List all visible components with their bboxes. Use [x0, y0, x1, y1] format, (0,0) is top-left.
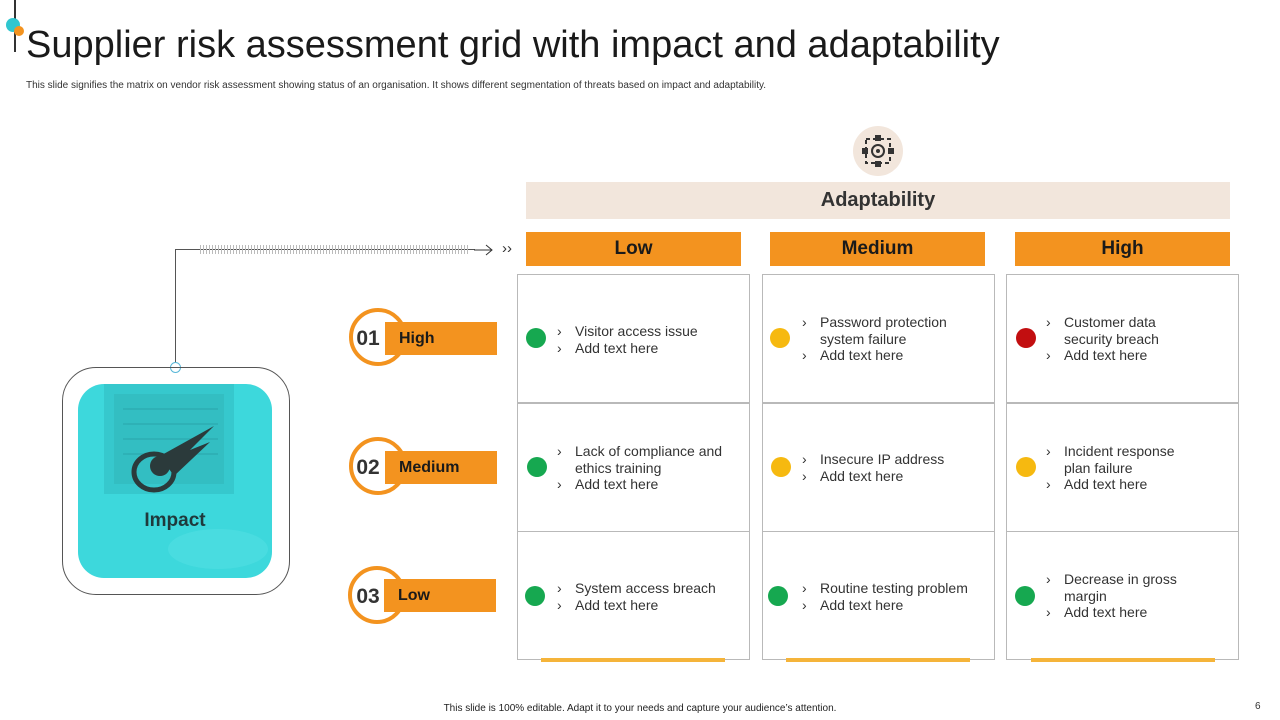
cell-items: Decrease in gross margin Add text here	[1046, 571, 1196, 621]
impact-label: Impact	[144, 510, 206, 531]
cell-item: Password protection system failure	[802, 314, 987, 347]
cell-item: Add text here	[802, 468, 987, 485]
cell-underline	[786, 658, 970, 662]
footer-note: This slide is 100% editable. Adapt it to…	[443, 703, 837, 714]
cell-item: Add text here	[1046, 476, 1196, 493]
network-settings-icon	[853, 126, 903, 176]
cell-item: Incident response plan failure	[1046, 443, 1196, 476]
cell-item: Decrease in gross margin	[1046, 571, 1196, 604]
row-number-01: 01	[356, 327, 380, 350]
status-dot	[1016, 328, 1036, 348]
status-dot	[771, 457, 791, 477]
status-dot	[527, 457, 547, 477]
cell-items: Customer data security breach Add text h…	[1046, 314, 1196, 364]
cell-items: Visitor access issue Add text here	[557, 323, 742, 356]
connector-hatch	[200, 245, 468, 254]
row-label-low: Low	[384, 579, 496, 612]
cell-underline	[541, 658, 725, 662]
cell-item: Lack of compliance and ethics training	[557, 443, 742, 476]
cell-items: Insecure IP address Add text here	[802, 451, 987, 484]
cell-item: Insecure IP address	[802, 451, 987, 468]
cell-items: Incident response plan failure Add text …	[1046, 443, 1196, 493]
column-header-medium: Medium	[770, 232, 985, 266]
cell-item: System access breach	[557, 580, 742, 597]
cell-item: Add text here	[557, 476, 742, 493]
page-title: Supplier risk assessment grid with impac…	[26, 24, 1000, 66]
status-dot	[1016, 457, 1036, 477]
connector-vertical	[175, 250, 176, 368]
cell-item: Add text here	[802, 597, 987, 614]
cell-item: Add text here	[557, 597, 742, 614]
status-dot	[770, 328, 790, 348]
status-dot	[1015, 586, 1035, 606]
cell-item: Customer data security breach	[1046, 314, 1196, 347]
cell-item: Routine testing problem	[802, 580, 987, 597]
impact-card	[78, 384, 272, 578]
page-subtitle: This slide signifies the matrix on vendo…	[26, 80, 767, 91]
impact-card-frame	[62, 367, 290, 595]
cell-item: Add text here	[802, 347, 987, 364]
cell-item: Add text here	[1046, 347, 1196, 364]
cell-items: Lack of compliance and ethics training A…	[557, 443, 742, 493]
row-label-high: High	[385, 322, 497, 355]
page-number: 6	[1255, 701, 1261, 712]
cell-items: Routine testing problem Add text here	[802, 580, 987, 613]
cell-items: System access breach Add text here	[557, 580, 742, 613]
arrow-right-icon	[474, 244, 493, 256]
row-number-02: 02	[356, 456, 380, 479]
row-label-medium: Medium	[385, 451, 497, 484]
cell-item: Visitor access issue	[557, 323, 742, 340]
accent-dot-orange	[14, 26, 24, 36]
status-dot	[526, 328, 546, 348]
status-dot	[768, 586, 788, 606]
cell-underline	[1031, 658, 1215, 662]
cell-items: Password protection system failure Add t…	[802, 314, 987, 364]
cell-item: Add text here	[557, 340, 742, 357]
column-header-high: High	[1015, 232, 1230, 266]
row-number-03: 03	[356, 585, 380, 608]
comet-icon	[131, 426, 214, 493]
adaptability-header: Adaptability	[526, 182, 1230, 219]
row-circle-02	[349, 437, 407, 495]
status-dot	[525, 586, 545, 606]
column-header-low: Low	[526, 232, 741, 266]
double-chevron-icon: ››	[502, 240, 512, 257]
cell-item: Add text here	[1046, 604, 1196, 621]
